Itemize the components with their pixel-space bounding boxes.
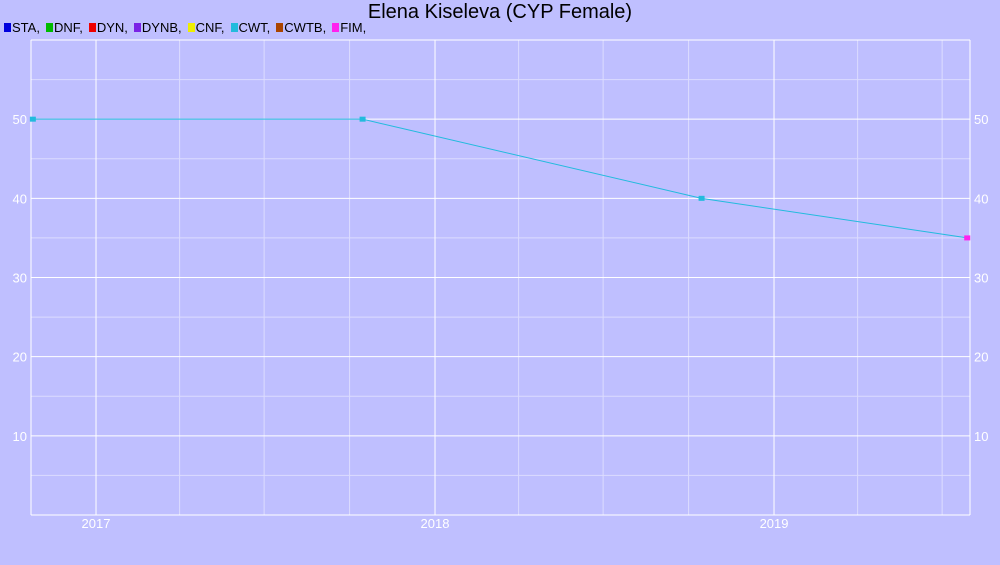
legend-label: CNF, <box>195 20 225 35</box>
legend-label: CWT, <box>238 20 271 35</box>
data-point-cwt <box>29 116 36 122</box>
legend-item-cnf: CNF, <box>187 20 225 35</box>
legend: STA, DNF, DYN, DYNB, CNF, CWT, CWTB, FIM, <box>4 20 372 35</box>
y-tick-label-left: 20 <box>13 350 27 365</box>
legend-item-cwtb: CWTB, <box>276 20 326 35</box>
legend-swatch <box>332 23 340 32</box>
legend-label: DNF, <box>53 20 83 35</box>
legend-label: CWTB, <box>284 20 327 35</box>
legend-label: DYN, <box>96 20 128 35</box>
legend-swatch <box>4 23 11 32</box>
chart-title: Elena Kiseleva (CYP Female) <box>367 1 633 23</box>
x-tick-label: 2019 <box>760 516 789 531</box>
legend-item-dyn: DYN, <box>88 20 128 35</box>
series-connector-line <box>701 197 968 239</box>
legend-swatch <box>230 23 238 32</box>
legend-item-sta: STA, <box>4 20 40 35</box>
legend-item-dynb: DYNB, <box>133 20 182 35</box>
y-tick-label-right: 50 <box>974 112 988 127</box>
y-tick-label-left: 50 <box>13 112 27 127</box>
legend-label: DYNB, <box>141 20 182 35</box>
x-tick-label: 2018 <box>421 516 450 531</box>
legend-item-cwt: CWT, <box>230 20 271 35</box>
legend-swatch <box>45 23 53 32</box>
legend-label: STA, <box>12 20 40 35</box>
y-tick-label-left: 10 <box>13 429 27 444</box>
legend-swatch <box>187 23 195 32</box>
x-tick-label: 2017 <box>82 516 111 531</box>
legend-swatch <box>133 23 141 32</box>
legend-label: FIM, <box>340 20 367 35</box>
y-tick-label-right: 20 <box>974 350 988 365</box>
legend-swatch <box>276 23 284 32</box>
legend-item-dnf: DNF, <box>45 20 83 35</box>
y-tick-label-left: 40 <box>13 191 27 206</box>
legend-swatch <box>88 23 96 32</box>
data-point-fim <box>964 235 971 241</box>
y-tick-label-left: 30 <box>13 271 27 286</box>
y-tick-label-right: 40 <box>974 191 988 206</box>
y-tick-label-right: 10 <box>974 429 988 444</box>
y-tick-label-right: 30 <box>974 271 988 286</box>
data-point-cwt <box>698 195 705 201</box>
data-point-cwt <box>359 116 366 122</box>
legend-item-fim: FIM, <box>332 20 366 35</box>
